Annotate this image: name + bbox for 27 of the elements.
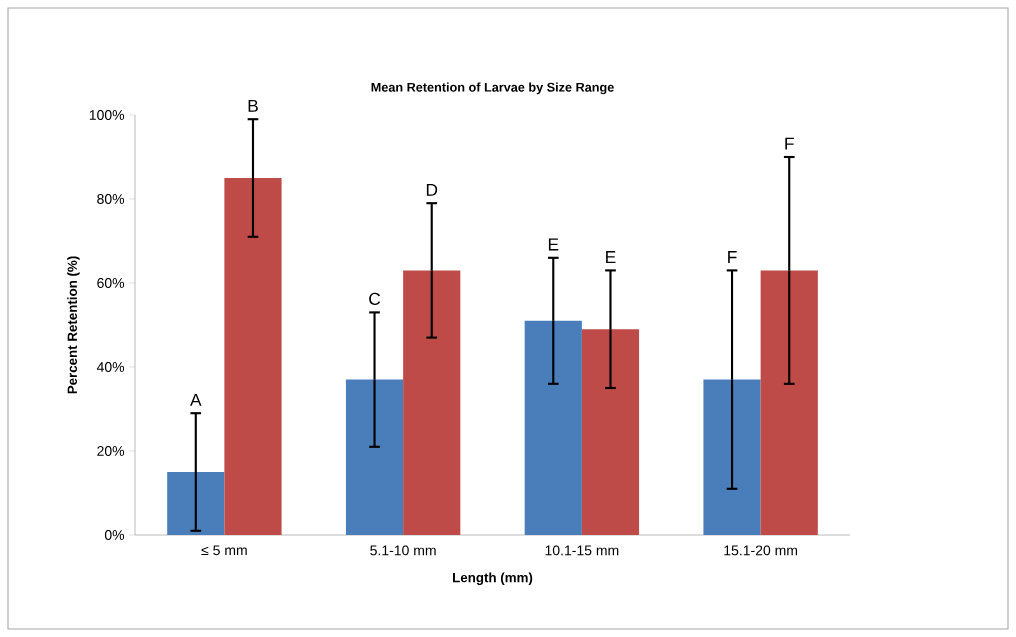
y-axis-title: Percent Retention (%) bbox=[67, 256, 80, 394]
bar bbox=[403, 270, 461, 535]
x-axis-title: Length (mm) bbox=[453, 572, 533, 585]
annotation: A bbox=[190, 393, 202, 406]
annotation: E bbox=[606, 251, 616, 264]
y-tick-label: 20% bbox=[97, 446, 125, 456]
bar bbox=[224, 178, 282, 535]
chart-title: Mean Retention of Larvae by Size Range bbox=[371, 82, 614, 95]
bar bbox=[760, 270, 818, 535]
annotation: C bbox=[369, 292, 381, 306]
y-tick-label: 100% bbox=[89, 110, 125, 120]
annotation: F bbox=[728, 251, 737, 264]
y-tick-label: 0% bbox=[104, 530, 125, 540]
y-tick-label: 60% bbox=[97, 278, 125, 288]
bar bbox=[581, 329, 640, 535]
bar bbox=[524, 320, 582, 535]
annotation: F bbox=[785, 137, 794, 150]
annotation: D bbox=[426, 183, 438, 196]
y-tick-label: 80% bbox=[97, 194, 125, 204]
annotation: E bbox=[548, 238, 559, 251]
y-tick-label: 40% bbox=[96, 362, 125, 372]
x-tick-label: ≤ 5 mm bbox=[201, 545, 247, 556]
bar bbox=[345, 379, 404, 535]
text: B bbox=[248, 99, 258, 112]
x-tick-label: 15.1-20 mm bbox=[724, 545, 798, 556]
x-tick-label: 5.1-10 mm bbox=[370, 545, 436, 556]
x-tick-label: 10.1-15 mm bbox=[545, 545, 619, 556]
